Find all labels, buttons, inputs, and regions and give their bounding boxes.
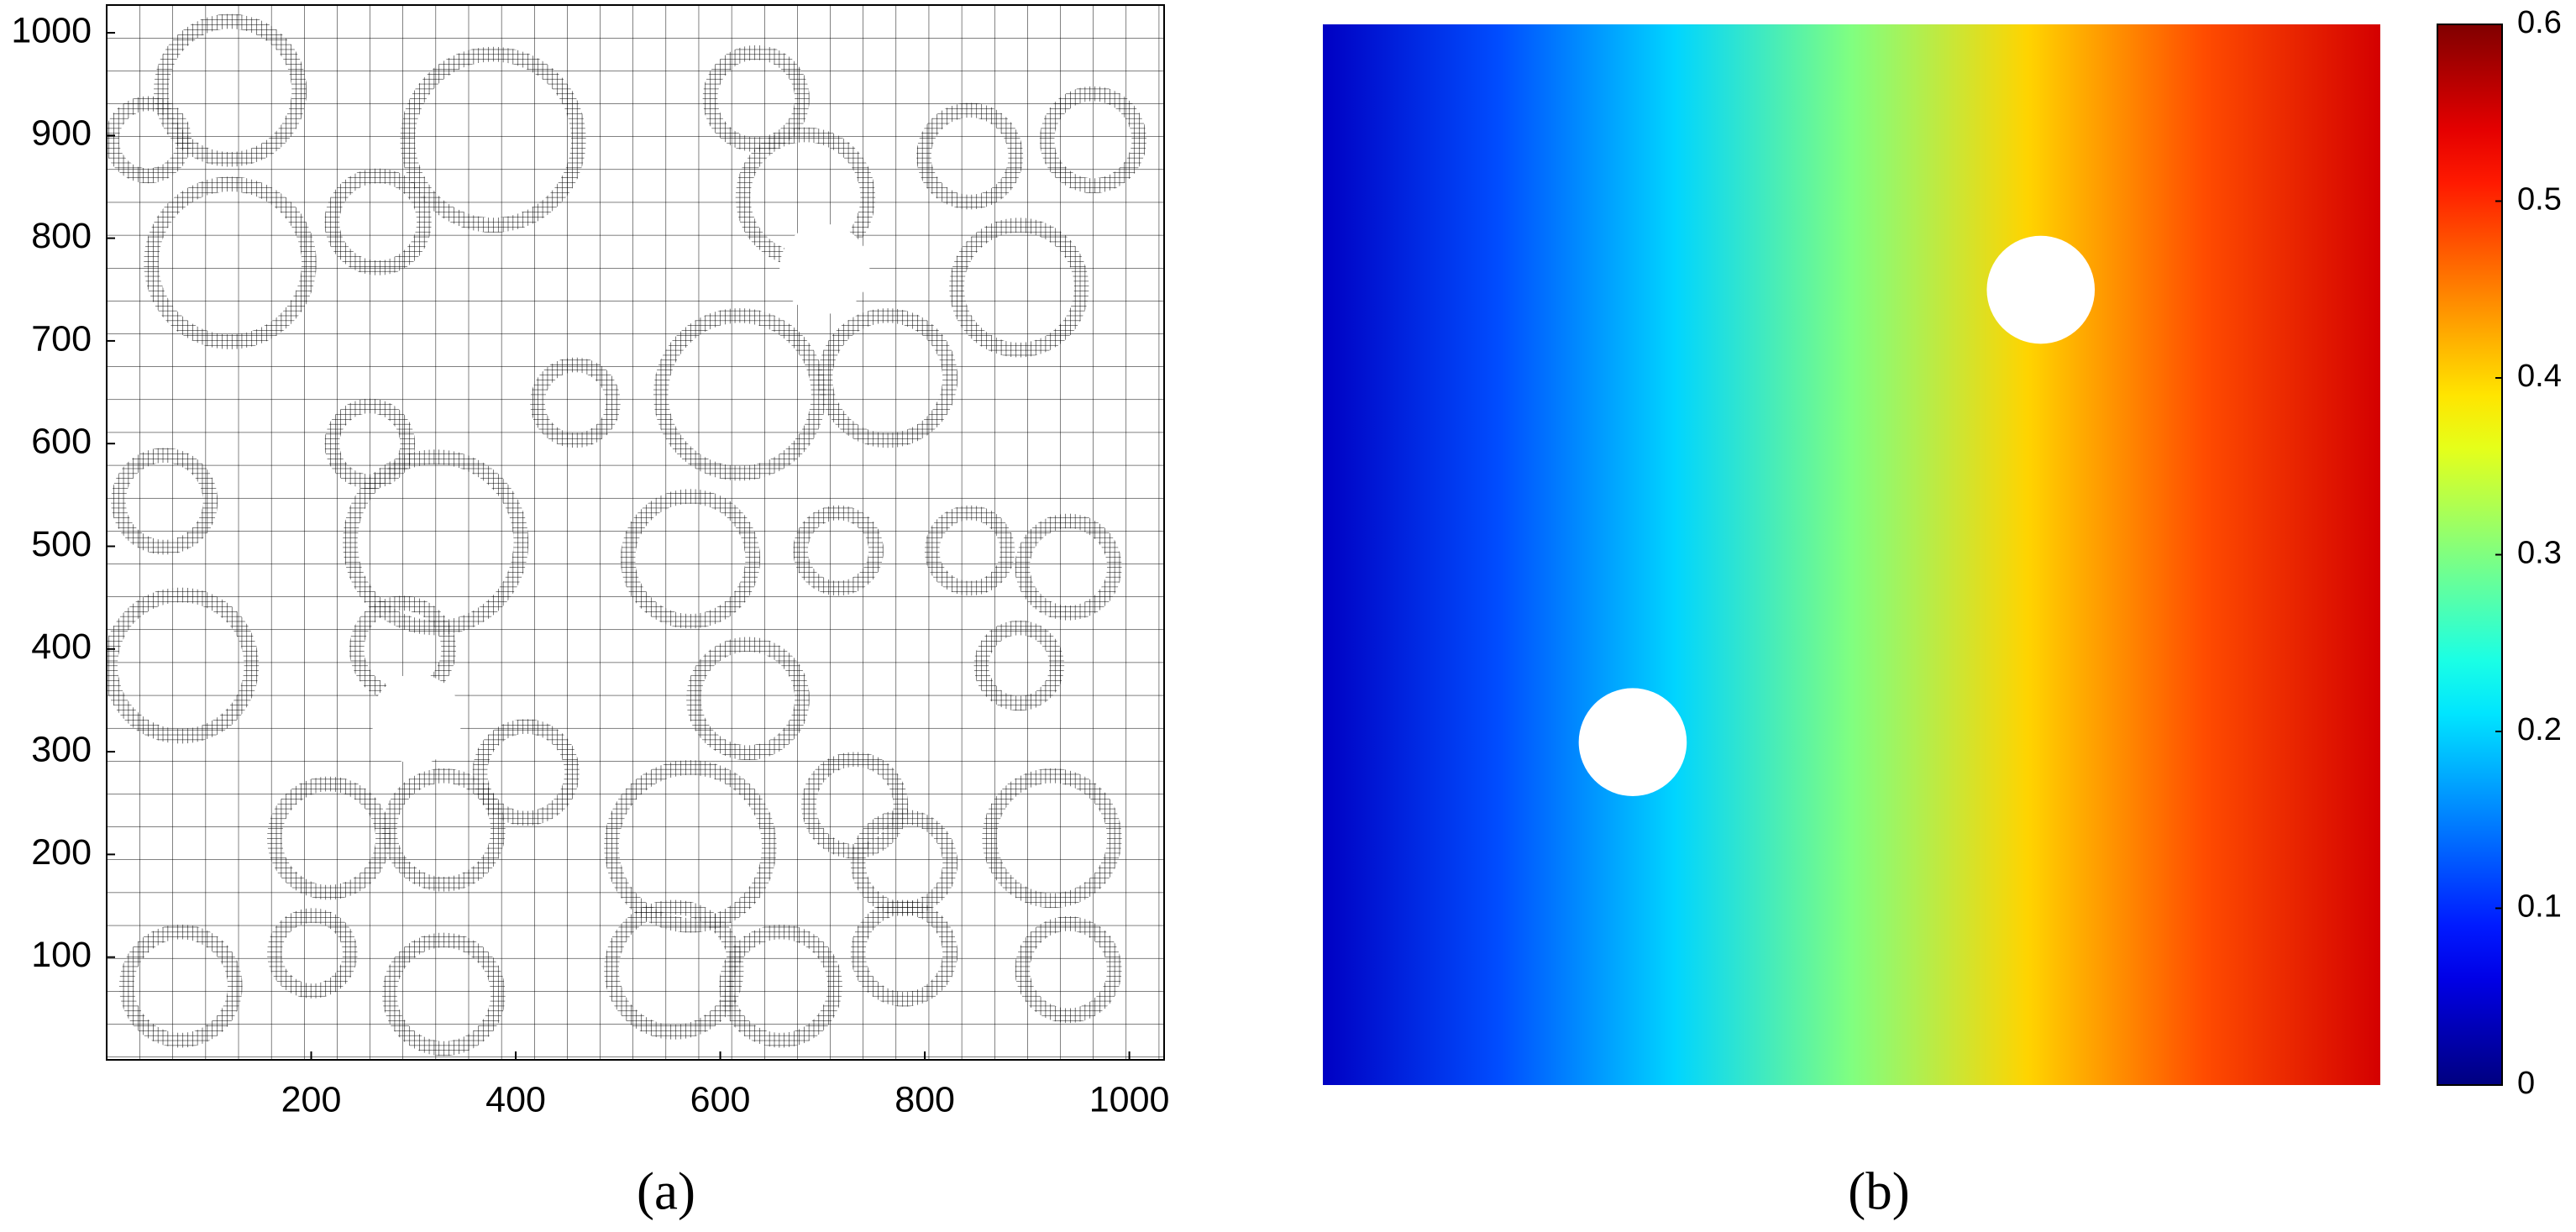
colorbar-tick-label: 0.3: [2517, 536, 2562, 571]
axes-frame: [106, 4, 1165, 1061]
y-tick-label: 1000: [11, 10, 92, 50]
field: [1323, 24, 2380, 1085]
y-tick-label: 400: [31, 626, 92, 667]
colorbar-tick-label: 0.2: [2517, 712, 2562, 747]
y-tick-label: 100: [31, 935, 92, 975]
hole: [1578, 688, 1687, 796]
y-tick-label: 800: [31, 216, 92, 256]
y-tick-label: 500: [31, 524, 92, 564]
x-tick-label: 200: [281, 1079, 342, 1119]
colorbar-tick-label: 0.4: [2517, 359, 2562, 394]
y-tick-label: 600: [31, 422, 92, 462]
hole: [779, 223, 870, 314]
y-tick-label: 700: [31, 318, 92, 359]
colorbar-tick-label: 0.6: [2517, 5, 2562, 40]
caption: (a): [637, 1161, 695, 1220]
colorbar: [2437, 24, 2503, 1086]
x-tick-label: 800: [895, 1079, 955, 1119]
colorbar-tick-label: 0.1: [2517, 889, 2562, 925]
caption: (b): [1848, 1161, 1909, 1220]
mesh: [107, 4, 1164, 1061]
hole: [1986, 235, 2096, 344]
colorbar-tick-label: 0: [2517, 1066, 2535, 1101]
y-tick-label: 300: [31, 729, 92, 769]
y-tick-label: 900: [31, 113, 92, 154]
x-tick-label: 1000: [1089, 1079, 1170, 1119]
colorbar-tick-label: 0.5: [2517, 182, 2562, 218]
x-tick-label: 600: [690, 1079, 751, 1119]
hole: [371, 674, 462, 764]
y-tick-label: 200: [31, 832, 92, 873]
x-tick-label: 400: [485, 1079, 546, 1119]
